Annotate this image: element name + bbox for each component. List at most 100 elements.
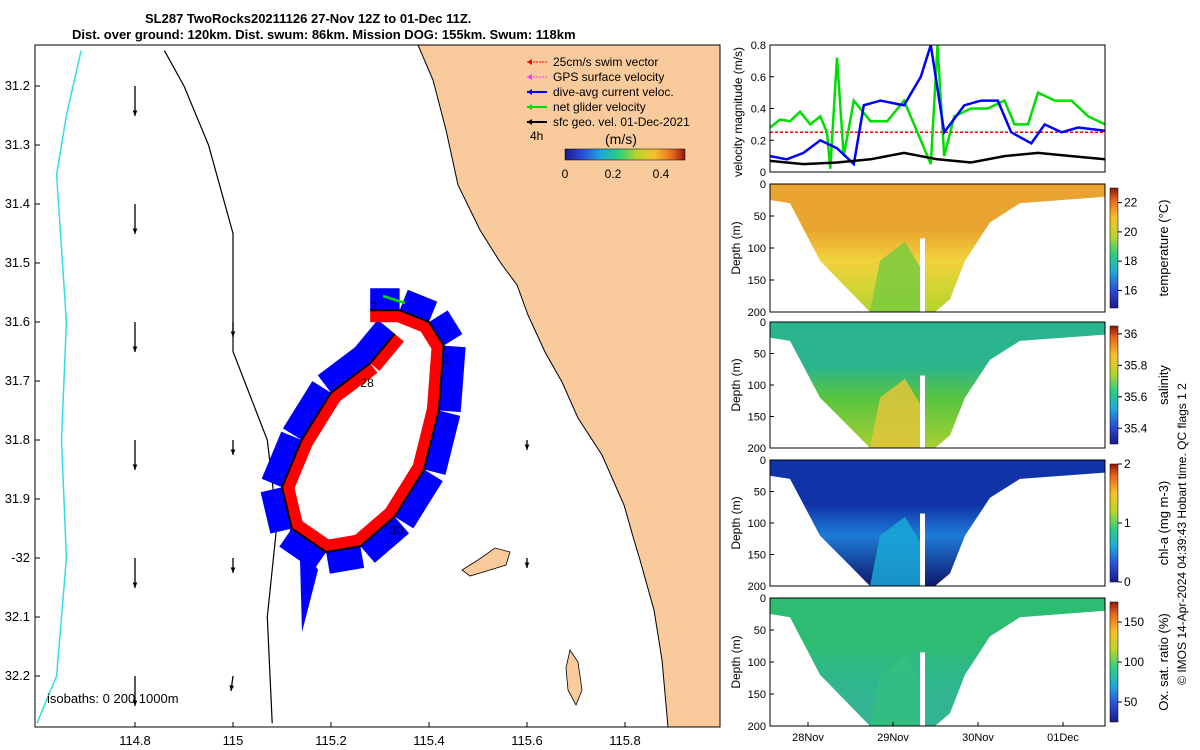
velocity-panel: 0 0.2 0.4 0.6 0.8 velocity magnitude (m/s)	[731, 40, 1106, 179]
current-velocity-swath	[285, 515, 318, 632]
swim-vector-swath	[370, 333, 404, 371]
legend-label: dive-avg current veloc.	[553, 85, 674, 99]
depth-tick-label: 150	[748, 550, 766, 562]
legend-entry: sfc geo. vel. 01-Dec-2021	[527, 115, 690, 129]
colorbar-tick-label: 150	[1124, 615, 1144, 629]
colorbar-tick-label: 20	[1124, 225, 1138, 239]
swim-vector-swath	[395, 310, 429, 334]
velocity-series	[770, 45, 1105, 169]
colorbar-label: chl-a (mg m-3)	[1156, 481, 1171, 566]
map-y-tick-label: 31.9	[5, 491, 30, 506]
section-colorbar	[1109, 601, 1119, 723]
depth-tick-label: 0	[760, 455, 766, 467]
section-core-feature	[870, 378, 925, 448]
current-velocity-swath	[282, 381, 331, 440]
velocity-y-tick-label: 0.4	[751, 104, 766, 116]
depth-tick-label: 50	[754, 211, 766, 223]
map-x-tick-label: 115.4	[413, 733, 445, 748]
depth-tick-label: 100	[748, 657, 766, 669]
track-day-label: 28	[360, 376, 374, 390]
map-y-tick-label: 31.2	[5, 78, 30, 93]
current-velocity-swath	[370, 288, 400, 311]
rottnest-island	[461, 547, 511, 577]
geo-velocity-arrow	[132, 440, 138, 470]
depth-axis-label: Depth (m)	[729, 358, 743, 411]
current-velocity-swath	[360, 516, 410, 563]
legend-entry: net glider velocity	[527, 100, 646, 114]
swim-vector-swath	[282, 440, 313, 492]
time-tick-label: 29Nov	[877, 732, 909, 744]
track-day-label: 1	[444, 352, 451, 366]
colorbar-tick-label: 18	[1124, 254, 1138, 268]
geo-velocity-arrow	[230, 322, 236, 337]
velocity-y-tick-label: 0	[760, 167, 766, 179]
colorbar-tick-label: 0.2	[605, 167, 622, 181]
colorbar-tick-label: 0	[1124, 575, 1131, 589]
chart-title: SL287 TwoRocks20211126 27-Nov 12Z to 01-…	[145, 11, 472, 26]
geo-velocity-arrow	[524, 440, 530, 450]
geo-velocity-arrow	[132, 204, 138, 234]
map-y-tick-label: 32.1	[5, 609, 30, 624]
depth-tick-label: 150	[748, 412, 766, 424]
depth-tick-label: 50	[754, 349, 766, 361]
section-core-feature	[870, 241, 925, 312]
colorbar-tick-label: 100	[1124, 655, 1144, 669]
map-y-tick-label: -32	[11, 550, 30, 565]
map-y-tick-label: 31.3	[5, 137, 30, 152]
net-glider-velocity-arrow	[382, 294, 406, 305]
depth-tick-label: 200	[748, 581, 766, 593]
section-data-gap	[920, 513, 925, 586]
colorbar-tick-label: 35.6	[1124, 390, 1148, 404]
swim-vector-swath	[412, 407, 439, 470]
swim-vector-swath	[291, 518, 333, 553]
velocity-y-tick-label: 0.2	[751, 135, 766, 147]
map-y-tick-label: 31.8	[5, 432, 30, 447]
colorbar-tick-label: 36	[1124, 327, 1138, 341]
glider-track	[280, 309, 445, 554]
geo-velocity-arrow	[132, 322, 138, 352]
colorbar-tick-label: 35.8	[1124, 358, 1148, 372]
depth-tick-label: 0	[760, 179, 766, 191]
colorbar-tick-label: 16	[1124, 283, 1138, 297]
chart-subtitle: Dist. over ground: 120km. Dist. swum: 86…	[72, 27, 576, 42]
map-x-tick-label: 115.2	[315, 733, 347, 748]
section-data-gap	[920, 652, 925, 726]
track-day-label: 30	[390, 523, 404, 537]
garden-island	[565, 648, 583, 706]
section-data-field	[770, 322, 1105, 448]
current-velocity-swath	[261, 431, 302, 488]
interval-label: 4h	[530, 129, 543, 143]
colorbar-tick-label: 1	[1124, 516, 1131, 530]
map-y-tick-label: 31.6	[5, 314, 30, 329]
depth-axis-label: Depth (m)	[729, 496, 743, 549]
swim-vector-swath	[370, 310, 400, 323]
geo-velocity-arrow	[132, 86, 138, 116]
depth-axis-label: Depth (m)	[729, 635, 743, 688]
land-area	[418, 45, 720, 727]
current-velocity-swath	[394, 469, 443, 529]
swim-vector-swath	[352, 507, 395, 547]
current-velocity-swath	[424, 410, 461, 475]
coastline	[417, 45, 669, 727]
footer-credit: © IMOS 14-Apr-2024 04:39:43 Hobart time.…	[1175, 383, 1189, 685]
colorbar-tick-label: 50	[1124, 695, 1138, 709]
velocity-series	[770, 151, 1105, 166]
geo-velocity-arrow	[132, 558, 138, 588]
section-panel-chl-a: 0 50 100 150 200 Depth (m) 0 1 2 chl-a (mg m-3)	[729, 455, 1171, 593]
legend-label: GPS surface velocity	[553, 70, 664, 84]
depth-tick-label: 150	[748, 275, 766, 287]
current-velocity-swath	[317, 345, 371, 393]
section-data-field	[770, 598, 1105, 726]
map-x-tick-label: 115.8	[609, 733, 641, 748]
velocity-y-tick-label: 0.8	[751, 40, 766, 52]
depth-tick-label: 100	[748, 518, 766, 530]
map-x-tick-label: 115.6	[511, 733, 543, 748]
time-tick-label: 30Nov	[962, 732, 994, 744]
current-velocity-swath	[438, 345, 466, 413]
section-colorbar	[1109, 463, 1119, 583]
geo-velocity-arrow	[230, 558, 236, 573]
section-core-feature	[870, 655, 925, 726]
colorbar-tick-label: 22	[1124, 196, 1138, 210]
map-x-tick-label: 114.8	[119, 733, 151, 748]
